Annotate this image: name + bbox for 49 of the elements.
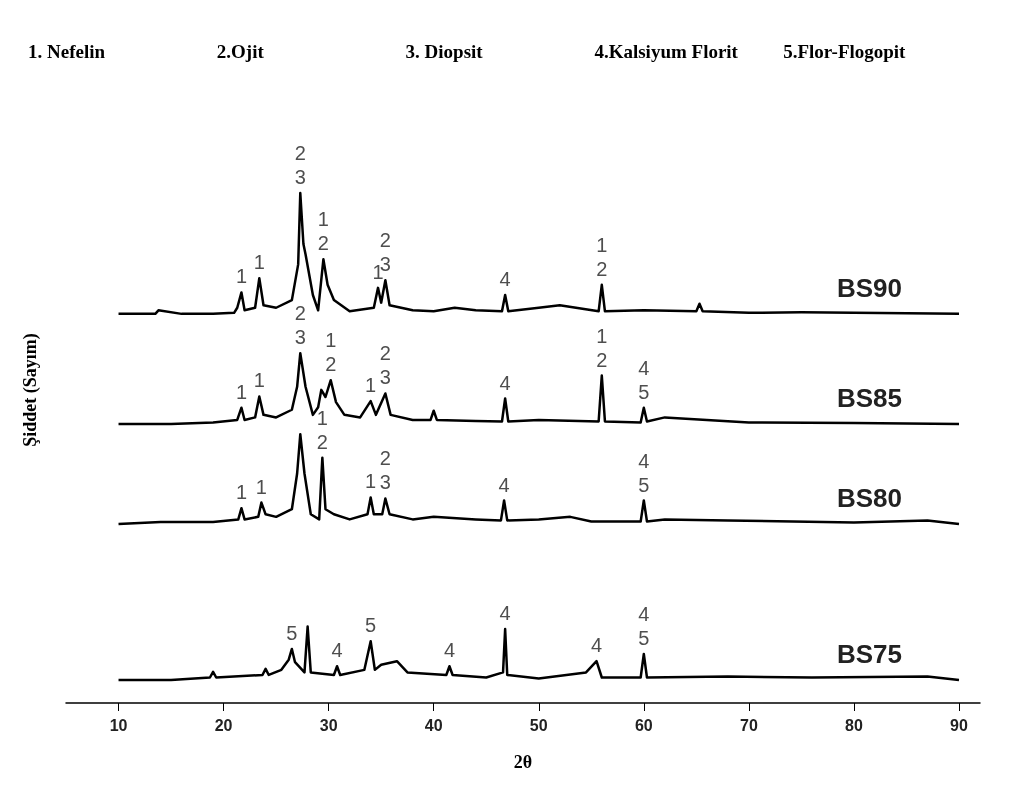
x-tick-label: 70: [739, 716, 758, 734]
annotation: 4 5: [638, 449, 650, 496]
annotation: 4 5: [638, 603, 650, 650]
annotation: 1: [365, 470, 377, 493]
x-tick-label: 40: [424, 716, 443, 734]
x-tick-label: 30: [319, 716, 338, 734]
annotation: 4: [443, 639, 456, 662]
annotation: 4: [331, 639, 343, 662]
series-label: BS90: [836, 272, 903, 303]
annotation: 4: [498, 473, 510, 496]
text: 4.Kalsiyum Florit: [594, 41, 739, 62]
x-tick-label: 90: [950, 716, 968, 734]
annotation: 1 2: [317, 208, 329, 255]
annotation: 2 3: [294, 302, 306, 349]
annotation: 1 2: [596, 324, 608, 371]
text: 1. Nefelin: [28, 41, 106, 62]
annotation: 1: [365, 374, 377, 397]
annotation: 1 2: [325, 329, 337, 376]
x-tick-label: 60: [634, 716, 653, 734]
annotation: 4: [499, 371, 511, 394]
annotation: 2 3: [379, 447, 391, 494]
text: 5.Flor-Flogopit: [783, 41, 907, 62]
annotation: 1: [235, 481, 248, 504]
annotation: 1: [255, 475, 267, 498]
annotation: 1 2: [596, 233, 608, 280]
annotation: 4: [590, 634, 603, 657]
text: 2.Ojit: [216, 41, 265, 62]
text: 3. Diopsit: [405, 41, 484, 62]
y-axis-title: Şiddet (Sayım): [19, 333, 41, 447]
series-label: BS75: [836, 639, 903, 670]
annotation: 1: [253, 251, 265, 274]
annotation: 2 3: [379, 342, 391, 389]
x-tick-label: 20: [214, 716, 233, 734]
annotation: 4: [499, 268, 511, 290]
series-label: BS85: [836, 383, 903, 414]
annotation: 1: [253, 369, 265, 392]
annotation: 5: [365, 614, 377, 637]
x-tick-label: 80: [845, 716, 863, 734]
annotation: 1 2: [316, 406, 328, 453]
x-tick-label: 50: [529, 716, 548, 734]
annotation: 5: [286, 621, 298, 644]
annotation: 4 5: [638, 356, 650, 403]
x-tick-label: 10: [109, 716, 128, 734]
x-axis-title: 2θ: [513, 752, 533, 772]
annotation: 4: [499, 602, 511, 625]
series-label: BS80: [836, 482, 903, 513]
annotation: 1: [235, 265, 248, 288]
annotation: 2 3: [294, 142, 306, 188]
annotation: 1: [235, 380, 248, 403]
